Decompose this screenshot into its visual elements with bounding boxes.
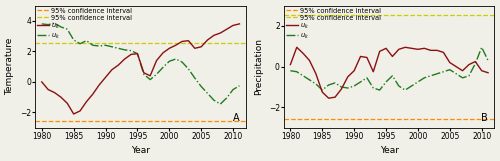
Y-axis label: Temperature: Temperature bbox=[6, 38, 15, 95]
Text: B: B bbox=[482, 113, 488, 123]
Y-axis label: Precipitation: Precipitation bbox=[254, 38, 263, 95]
Legend: 95% confidence interval, 95% confidence interval, $u_k$, $u_k$: 95% confidence interval, 95% confidence … bbox=[36, 7, 133, 42]
X-axis label: Year: Year bbox=[131, 147, 150, 155]
Text: A: A bbox=[233, 113, 239, 123]
Legend: 95% confidence interval, 95% confidence interval, $u_k$, $u_k$: 95% confidence interval, 95% confidence … bbox=[286, 7, 382, 42]
X-axis label: Year: Year bbox=[380, 147, 398, 155]
